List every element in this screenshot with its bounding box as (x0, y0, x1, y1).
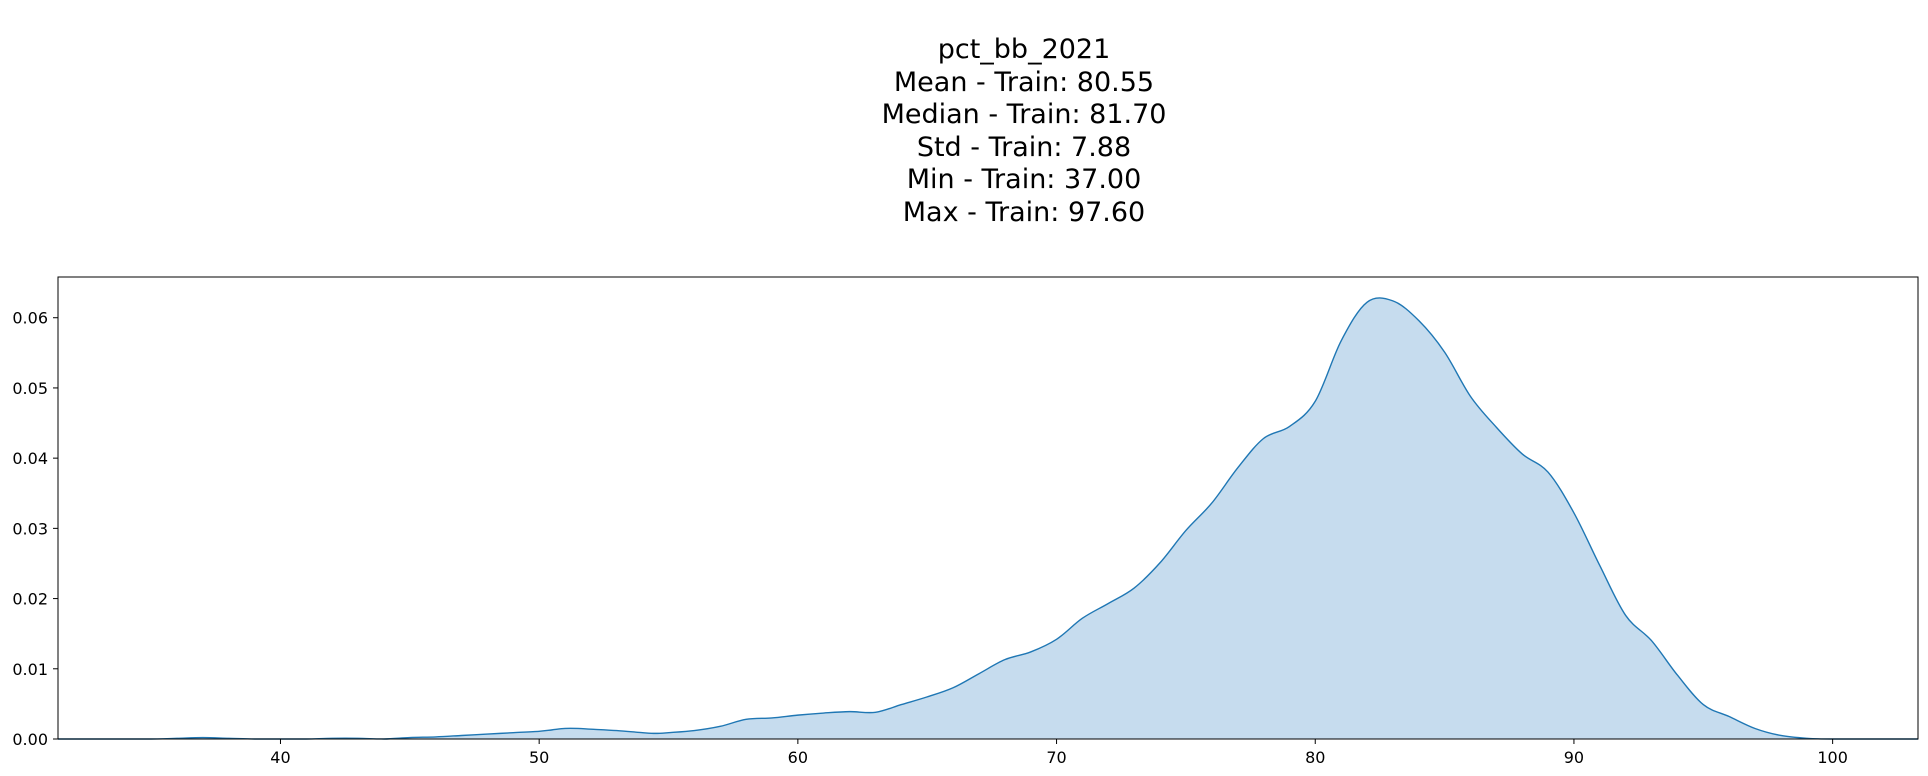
y-tick-label: 0.01 (12, 660, 48, 679)
chart-title-line: pct_bb_2021 (937, 34, 1111, 65)
y-tick-label: 0.02 (12, 590, 48, 609)
x-tick-label: 90 (1564, 748, 1584, 767)
y-tick-label: 0.00 (12, 730, 48, 749)
y-tick-label: 0.03 (12, 519, 48, 538)
density-area (58, 297, 1918, 739)
y-tick-label: 0.04 (12, 449, 48, 468)
chart-title-line: Max - Train: 97.60 (902, 196, 1146, 228)
x-tick-label: 60 (788, 748, 808, 767)
chart-title-line: Min - Train: 37.00 (906, 164, 1142, 195)
y-tick-label: 0.05 (12, 379, 48, 398)
x-tick-label: 50 (529, 748, 549, 767)
chart-title-line: Mean - Train: 80.55 (893, 66, 1155, 98)
chart-title-line: Std - Train: 7.88 (916, 131, 1132, 163)
x-tick-label: 100 (1817, 748, 1848, 767)
x-tick-label: 70 (1046, 748, 1066, 767)
x-tick-label: 80 (1305, 748, 1325, 767)
y-tick-label: 0.06 (12, 309, 48, 328)
plot-frame (57, 276, 1919, 740)
x-tick-label: 40 (270, 748, 290, 767)
chart-title-line: Median - Train: 81.70 (881, 99, 1167, 130)
density-line (58, 297, 1918, 740)
chart-title: pct_bb_2021 Mean - Train: 80.55 Median -… (0, 34, 1928, 229)
